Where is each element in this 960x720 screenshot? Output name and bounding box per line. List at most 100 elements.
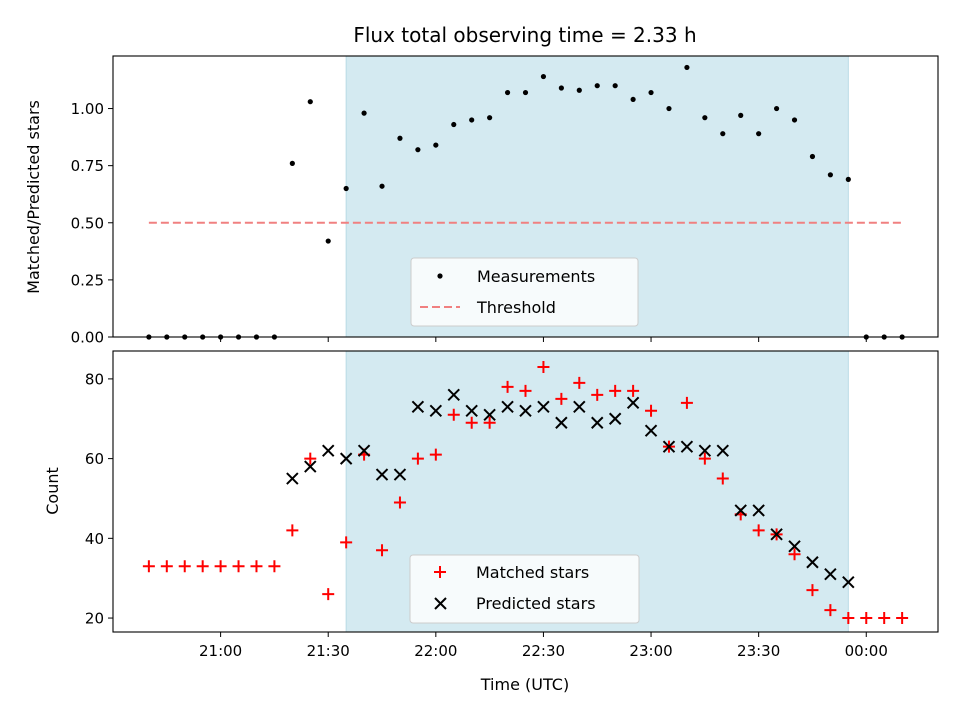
y-tick-label: 1.00 xyxy=(71,100,104,118)
predicted-star-point xyxy=(591,416,604,429)
predicted-star-point xyxy=(447,388,460,402)
matched-star-point xyxy=(555,392,568,405)
predicted-star-point xyxy=(644,424,658,437)
measurement-point xyxy=(576,87,582,93)
top-legend-box xyxy=(410,257,639,327)
legend-predicted-marker xyxy=(434,597,447,610)
matched-star-point xyxy=(878,612,891,625)
legend-matched-label: Matched stars xyxy=(476,563,589,582)
predicted-star-point xyxy=(375,468,389,481)
bottom-x-axis-label: Time (UTC) xyxy=(480,675,569,694)
y-tick-label: 0.50 xyxy=(71,214,104,232)
matched-star-point xyxy=(824,604,837,617)
predicted-star-point xyxy=(411,400,425,414)
top-x-axis xyxy=(220,337,867,342)
legend-measurements-label: Measurements xyxy=(477,267,595,286)
measurement-point xyxy=(415,147,421,153)
x-tick-label: 22:00 xyxy=(414,642,457,660)
measurement-point xyxy=(487,115,493,121)
measurement-point xyxy=(307,99,313,105)
predicted-star-point xyxy=(483,408,496,421)
x-tick-label: 22:30 xyxy=(522,642,565,660)
measurement-point xyxy=(791,117,798,123)
predicted-star-point xyxy=(573,400,586,414)
matched-star-point xyxy=(376,544,389,557)
bottom-series-layer xyxy=(142,360,909,625)
y-tick-label: 0.00 xyxy=(71,329,104,347)
matched-star-point xyxy=(160,560,173,573)
matched-star-point xyxy=(483,416,496,429)
bottom-panel: 20 40 60 80 21:00 21:30 22:00 22:30 23:00 23:30 0… xyxy=(43,350,939,694)
matched-star-point xyxy=(806,584,819,597)
predicted-star-point xyxy=(770,528,783,541)
measurement-point xyxy=(594,83,600,89)
matched-star-point xyxy=(322,588,335,601)
matched-star-point xyxy=(429,448,442,461)
predicted-star-point xyxy=(824,567,837,581)
predicted-star-point xyxy=(501,400,514,414)
measurement-point xyxy=(469,117,475,123)
measurement-point xyxy=(379,183,385,189)
bottom-y-axis-label: Count xyxy=(43,467,62,515)
matched-star-point xyxy=(573,376,586,389)
predicted-star-point xyxy=(393,468,407,481)
predicted-star-point xyxy=(842,575,855,589)
matched-star-point xyxy=(788,548,801,561)
x-tick-label: 21:00 xyxy=(199,642,242,660)
legend-predicted-label: Predicted stars xyxy=(476,594,596,613)
measurement-point xyxy=(648,89,654,96)
bottom-y-axis: 20 40 60 80 xyxy=(85,370,113,628)
measurement-point xyxy=(827,172,833,178)
x-tick-label: 21:30 xyxy=(307,642,350,660)
predicted-star-point xyxy=(680,440,694,453)
measurement-point xyxy=(720,131,726,137)
matched-star-point xyxy=(896,612,909,625)
bottom-plot-frame xyxy=(112,350,939,633)
matched-star-point xyxy=(447,408,460,421)
measurement-point xyxy=(809,153,816,160)
top-y-axis: 0.00 0.25 0.50 0.75 1.00 xyxy=(71,100,113,347)
matched-star-point xyxy=(860,612,873,625)
predicted-star-point xyxy=(716,444,729,457)
y-tick-label: 0.25 xyxy=(71,271,104,289)
matched-star-point xyxy=(286,524,299,537)
predicted-star-point xyxy=(304,460,317,473)
predicted-star-point xyxy=(286,472,299,485)
predicted-star-point xyxy=(698,444,712,457)
matched-star-point xyxy=(752,524,765,537)
bottom-legend: Matched stars Predicted stars xyxy=(409,554,640,624)
measurement-point xyxy=(756,131,762,137)
predicted-star-point xyxy=(339,452,353,465)
matched-star-point xyxy=(842,612,855,625)
matched-star-point xyxy=(465,416,478,429)
y-tick-label: 0.75 xyxy=(71,157,104,175)
measurement-point xyxy=(684,64,690,71)
chart-title: Flux total observing time = 2.33 h xyxy=(353,23,696,47)
predicted-star-point xyxy=(752,504,765,517)
matched-star-point xyxy=(537,360,550,373)
y-tick-label: 80 xyxy=(85,370,104,388)
measurement-point xyxy=(433,142,439,148)
predicted-star-point xyxy=(608,412,622,425)
matched-star-point xyxy=(196,560,209,573)
matched-star-point xyxy=(698,452,711,465)
matched-star-point xyxy=(268,560,281,573)
matched-star-point xyxy=(340,536,353,549)
top-panel: Flux total observing time = 2.33 h 0.000… xyxy=(24,23,939,347)
matched-star-point xyxy=(214,560,227,573)
matched-star-point xyxy=(645,404,658,417)
measurement-point xyxy=(773,105,780,112)
predicted-star-point xyxy=(555,416,568,429)
measurement-point xyxy=(738,112,744,118)
measurement-point xyxy=(343,185,349,192)
matched-star-point xyxy=(680,396,693,409)
measurement-point xyxy=(612,83,618,89)
measurement-point xyxy=(540,73,547,80)
measurement-point xyxy=(845,176,851,182)
predicted-star-point xyxy=(322,444,335,457)
bottom-legend-box xyxy=(409,554,640,624)
measurement-point xyxy=(397,135,403,141)
matched-star-point xyxy=(232,560,245,573)
legend-measurements-marker xyxy=(437,273,443,279)
